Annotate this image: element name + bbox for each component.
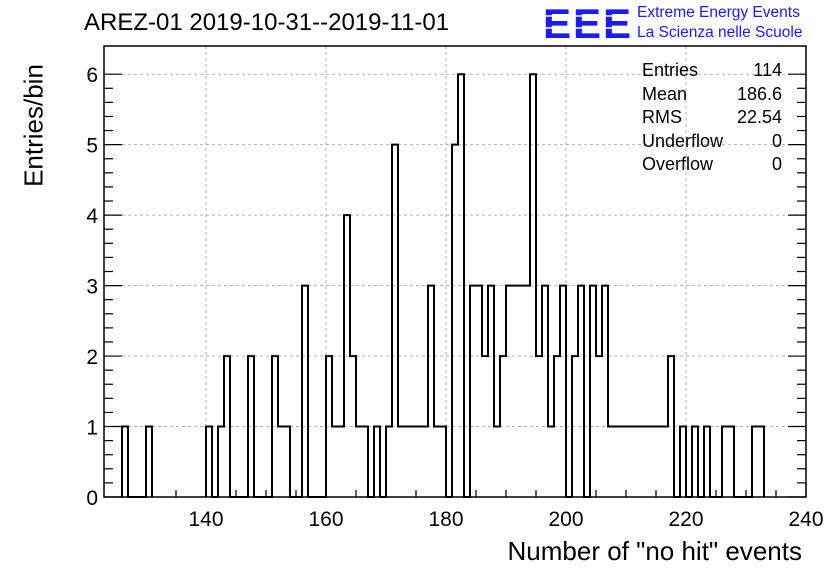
stats-rms: RMS 22.54 — [642, 106, 782, 130]
histogram-bin — [620, 427, 626, 497]
histogram-bin — [656, 427, 662, 497]
y-tick-label: 2 — [86, 346, 98, 369]
x-axis-label: Number of "no hit" events — [507, 536, 803, 566]
histogram-bin — [548, 427, 554, 497]
histogram-bin — [512, 286, 518, 497]
stats-overflow-value: 0 — [771, 154, 782, 174]
histogram-bin — [662, 427, 668, 497]
eee-logo: EEE — [543, 2, 633, 42]
x-tick-label: 160 — [308, 508, 343, 531]
histogram-bin — [650, 427, 656, 497]
histogram-bin — [614, 427, 620, 497]
logo-text: Extreme Energy Events La Scienza nelle S… — [637, 3, 802, 43]
histogram-bin — [608, 427, 614, 497]
histogram-bin — [398, 427, 404, 497]
stats-entries-value: 114 — [753, 60, 782, 80]
y-tick-label: 6 — [86, 64, 98, 87]
histogram-bin — [422, 427, 428, 497]
stats-rms-value: 22.54 — [736, 107, 782, 127]
stats-mean: Mean 186.6 — [642, 83, 782, 107]
histogram-bin — [524, 286, 530, 497]
axis-ticks: 140 160 180 200 220 240 0 1 2 3 4 5 6 — [86, 64, 823, 531]
stats-mean-value: 186.6 — [736, 83, 782, 104]
y-tick-label: 3 — [86, 276, 98, 299]
logo-letters: EEE — [543, 2, 631, 42]
stats-entries: Entries 114 — [642, 59, 782, 83]
x-tick-label: 240 — [788, 508, 823, 531]
histogram-bin — [404, 427, 410, 497]
stats-rms-label: RMS — [642, 107, 682, 127]
chart-title: AREZ-01 2019-10-31--2019-11-01 — [84, 9, 450, 36]
histogram-bin — [416, 427, 422, 497]
stats-mean-label: Mean — [642, 83, 688, 104]
histogram-bin — [644, 427, 650, 497]
histogram-bin — [638, 427, 644, 497]
histogram-bin — [338, 427, 344, 497]
y-tick-label: 5 — [86, 135, 98, 158]
y-axis-label: Entries/bin — [18, 64, 49, 187]
y-tick-label: 4 — [86, 205, 98, 228]
y-tick-label: 1 — [86, 417, 98, 440]
stats-overflow-label: Overflow — [642, 154, 714, 174]
logo-line-1: Extreme Energy Events — [637, 4, 800, 21]
stats-overflow: Overflow 0 — [642, 153, 782, 177]
x-tick-label: 140 — [188, 508, 223, 531]
x-tick-label: 220 — [668, 508, 703, 531]
histogram-bin — [632, 427, 638, 497]
x-tick-label: 200 — [548, 508, 583, 531]
y-tick-label: 0 — [86, 487, 98, 510]
histogram-bin — [278, 427, 284, 497]
stats-entries-label: Entries — [642, 60, 699, 80]
histogram-bin — [356, 427, 362, 497]
x-tick-label: 180 — [428, 508, 463, 531]
histogram-bin — [518, 286, 524, 497]
histogram-bin — [332, 427, 338, 497]
histogram-bin — [434, 427, 440, 497]
stats-box: Entries 114 Mean 186.6 RMS 22.54 Underflow 0… — [642, 59, 782, 177]
stats-underflow-value: 0 — [771, 130, 782, 151]
stats-underflow: Underflow 0 — [642, 130, 782, 154]
stats-underflow-label: Underflow — [642, 130, 724, 151]
histogram-bin — [410, 427, 416, 497]
histogram-bin — [494, 427, 500, 497]
histogram-bin — [626, 427, 632, 497]
logo-line-2: La Scienza nelle Scuole — [637, 24, 803, 41]
